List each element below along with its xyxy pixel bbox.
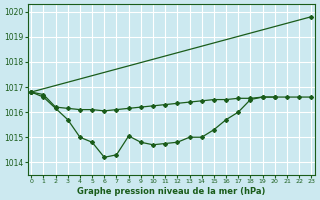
X-axis label: Graphe pression niveau de la mer (hPa): Graphe pression niveau de la mer (hPa): [77, 187, 266, 196]
